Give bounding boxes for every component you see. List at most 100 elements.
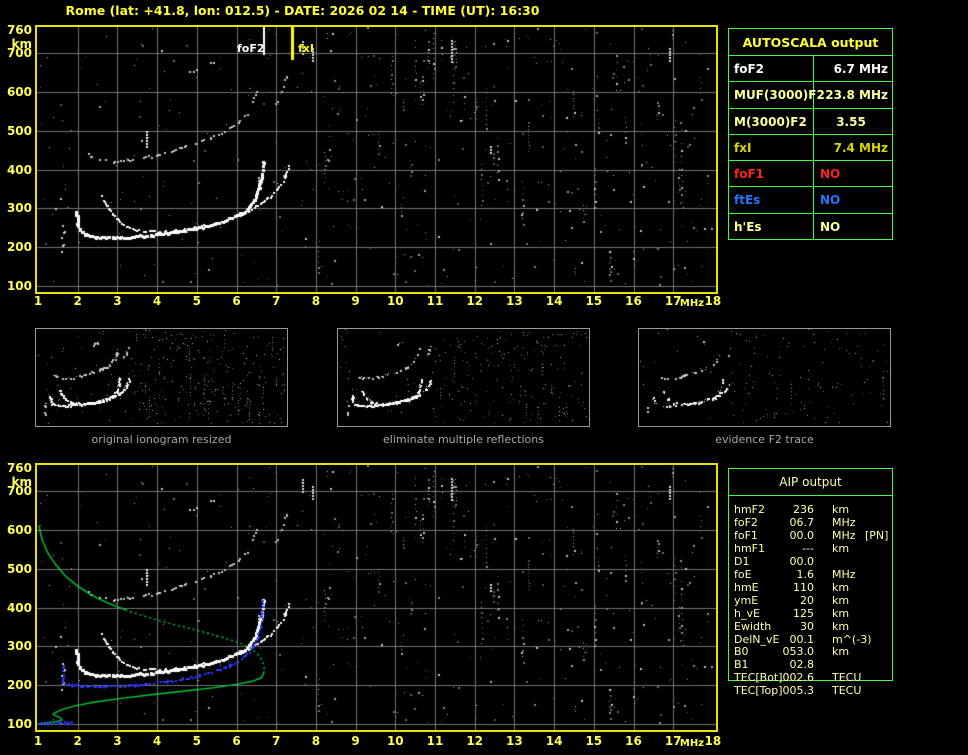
- aip-row-label: foF1: [734, 528, 758, 542]
- x-tick-label: 13: [506, 734, 523, 748]
- y-tick-label: 100: [6, 717, 32, 731]
- y-axis-unit-label: km: [11, 36, 32, 51]
- thumbnail-eliminate-canvas: [338, 329, 589, 426]
- aip-row-label: foF2: [734, 515, 758, 529]
- aip-row-value: 125: [793, 606, 814, 620]
- aip-table-header-divider: [729, 495, 892, 496]
- y-tick-label: 760: [6, 460, 32, 475]
- y-tick-label: 760: [6, 22, 32, 37]
- fof2-marker-label: foF2: [237, 42, 265, 55]
- y-tick-label: 500: [6, 123, 32, 138]
- autoscala-row-fxi: fxI 7.4 MHz: [729, 133, 892, 161]
- x-tick-label: 16: [625, 294, 642, 308]
- autoscala-row-m3000f2: M(3000)F2 3.55: [729, 107, 892, 135]
- aip-row-yme: ymE 20 km: [728, 594, 900, 607]
- x-tick-label: 5: [192, 734, 201, 748]
- aip-row-b0: B0 053.0 km: [728, 645, 900, 658]
- y-tick-label: 400: [6, 600, 32, 615]
- autoscala-row-label: fxI: [734, 140, 752, 155]
- autoscala-row-label: foF1: [734, 167, 765, 182]
- aip-row-unit: km: [832, 606, 850, 620]
- ionogram-bottom-plot: [35, 463, 718, 732]
- aip-row-extra: [PN]: [865, 528, 889, 542]
- x-tick-label: 16: [625, 734, 642, 748]
- aip-row-label: hmF2: [734, 503, 766, 516]
- autoscala-row-muf3000f2: MUF(3000)F2 23.8 MHz: [729, 81, 892, 108]
- aip-row-unit: km: [832, 593, 850, 607]
- y-tick-label: 100: [6, 279, 32, 293]
- aip-row-hve: h_vE 125 km: [728, 607, 900, 620]
- aip-row-foe: foE 1.6 MHz: [728, 568, 900, 581]
- thumbnail-evidence-f2: [638, 328, 891, 427]
- x-tick-label: 12: [466, 294, 484, 308]
- x-tick-label: 1: [33, 294, 43, 308]
- page-title: Rome (lat: +41.8, lon: 012.5) - DATE: 20…: [65, 3, 540, 18]
- aip-row-unit: MHz: [832, 567, 856, 581]
- aip-row-unit: MHz: [832, 528, 856, 542]
- autoscala-table-title: AUTOSCALA output: [742, 35, 879, 50]
- autoscala-row-label: MUF(3000)F2: [734, 88, 825, 103]
- x-tick-label: 12: [466, 734, 484, 748]
- x-tick-label: 8: [311, 734, 321, 748]
- x-axis-unit-label: MHz: [679, 738, 705, 749]
- aip-row-value: ---: [802, 541, 814, 555]
- x-tick-label: 6: [232, 294, 241, 308]
- x-tick-label: 14: [545, 294, 563, 308]
- x-tick-label: 2: [73, 294, 82, 308]
- aip-row-label: TEC[Bot]: [734, 671, 783, 685]
- aip-row-unit: TECU: [832, 671, 862, 685]
- aip-row-label: h_vE: [734, 606, 760, 620]
- aip-row-value: 06.7: [789, 515, 815, 529]
- x-tick-label: 4: [152, 294, 162, 308]
- x-tick-label: 5: [192, 294, 201, 308]
- y-tick-label: 600: [6, 84, 32, 99]
- aip-row-fof2: foF2 06.7 MHz: [728, 516, 900, 529]
- thumbnail-eliminate-reflections: [337, 328, 590, 427]
- autoscala-row-value: NO: [820, 193, 841, 208]
- thumbnail-original-canvas: [36, 329, 287, 426]
- thumbnail-caption-eliminate: eliminate multiple reflections: [383, 433, 544, 446]
- aip-row-value: 236: [793, 503, 814, 516]
- autoscala-table-column-divider: [813, 55, 814, 239]
- x-tick-label: 6: [232, 734, 241, 748]
- y-tick-label: 200: [6, 678, 32, 693]
- autoscala-row-label: ftEs: [734, 193, 761, 208]
- aip-row-fof1: foF1 00.0 MHz [PN]: [728, 529, 900, 542]
- ionogram-top-plot: foF2 fxI: [35, 25, 718, 294]
- x-tick-label: 11: [426, 734, 444, 748]
- fxi-marker-label: fxI: [298, 42, 314, 55]
- x-tick-label: 11: [426, 294, 444, 308]
- x-tick-label: 18: [704, 734, 722, 748]
- aip-row-unit: km: [832, 580, 850, 594]
- x-tick-label: 4: [152, 734, 162, 748]
- x-tick-label: 10: [386, 294, 404, 308]
- aip-row-delnve: DelN_vE 00.1 m^(-3): [728, 633, 900, 646]
- thumbnail-caption-original: original ionogram resized: [91, 433, 232, 446]
- aip-row-d1: D1 00.0: [728, 555, 900, 568]
- thumbnail-evidence-canvas: [639, 329, 890, 426]
- autoscala-row-fof2: foF2 6.7 MHz: [729, 55, 892, 82]
- y-tick-label: 500: [6, 561, 32, 576]
- aip-row-label: hmF1: [734, 541, 766, 555]
- aip-row-value: 00.0: [789, 554, 815, 568]
- aip-row-unit: km: [832, 503, 850, 516]
- aip-row-value: 00.1: [789, 632, 815, 646]
- ionogram-bottom-canvas: [37, 465, 716, 730]
- y-axis-unit-label: km: [11, 474, 32, 489]
- aip-row-label: D1: [734, 554, 750, 568]
- y-tick-label: 700: [6, 46, 32, 60]
- aip-row-label: ymE: [734, 593, 759, 607]
- x-tick-label: 17: [664, 294, 682, 308]
- autoscala-row-ftes: ftEs NO: [729, 186, 892, 213]
- autoscala-output-table: AUTOSCALA output foF2 6.7 MHz MUF(3000)F2 2…: [728, 28, 893, 240]
- autoscala-row-label: foF2: [734, 62, 765, 76]
- aip-row-label: B1: [734, 658, 749, 672]
- aip-table-title: AIP output: [779, 475, 842, 489]
- y-tick-label: 400: [6, 162, 32, 177]
- aip-row-label: B0: [734, 645, 749, 659]
- y-tick-label: 300: [6, 201, 32, 216]
- aip-row-value: 005.3: [782, 684, 815, 698]
- aip-row-hmf2: hmF2 236 km: [728, 503, 900, 516]
- autoscala-row-hes: h'Es NO: [729, 212, 892, 240]
